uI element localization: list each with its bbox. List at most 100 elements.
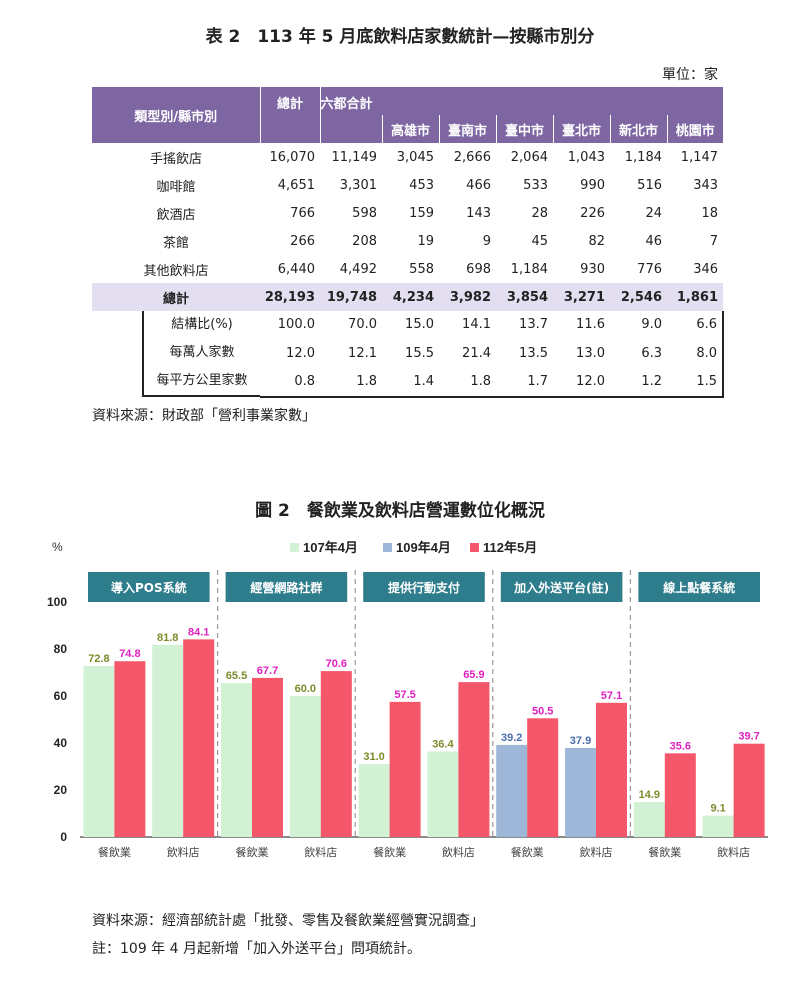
table-cell: 12.0 xyxy=(260,339,320,368)
x-tick-label: 餐飲業 xyxy=(511,845,544,859)
table-cell: 45 xyxy=(531,233,548,249)
corner-header: 類型別/縣市別 xyxy=(92,87,260,143)
bar xyxy=(252,677,283,837)
x-tick-label: 飲料店 xyxy=(717,845,750,859)
y-tick-label: 20 xyxy=(54,783,68,797)
table-cell: 1.8 xyxy=(439,367,496,398)
table-cell: 21.4 xyxy=(439,339,496,368)
table-cell: 466 xyxy=(466,177,491,193)
table-cell: 82 xyxy=(588,233,605,249)
table-cell: 3,854 xyxy=(496,283,553,311)
chart-source-note: 資料來源：經濟部統計處「批發、零售及餐飲業經營實況調查」 xyxy=(92,913,484,929)
y-tick-label: 60 xyxy=(54,689,68,703)
data-label: 14.9 xyxy=(639,789,660,801)
data-label: 70.6 xyxy=(326,658,347,670)
legend-swatch xyxy=(383,543,392,552)
table-cell: 100.0 xyxy=(260,311,320,340)
data-label: 31.0 xyxy=(363,751,384,763)
table-cell: 1.8 xyxy=(320,367,382,398)
row-label: 其他飲料店 xyxy=(143,263,209,279)
table-cell: 7 xyxy=(709,233,719,249)
table-source-note: 資料來源：財政部「營利事業家數」 xyxy=(92,408,316,424)
row-label: 結構比(%) xyxy=(142,311,260,339)
x-tick-label: 餐飲業 xyxy=(236,845,269,859)
x-tick-label: 餐飲業 xyxy=(648,845,681,859)
bar xyxy=(83,665,115,837)
table-cell: 266 xyxy=(290,233,315,249)
bar xyxy=(114,661,146,837)
group-label: 線上點餐系統 xyxy=(663,580,735,595)
x-tick-label: 飲料店 xyxy=(167,845,200,859)
data-label: 72.8 xyxy=(88,653,109,665)
total-header: 總計 xyxy=(259,87,320,143)
table-cell: 11,149 xyxy=(331,149,378,165)
data-label: 65.9 xyxy=(463,669,484,681)
table-cell: 6.6 xyxy=(667,311,725,340)
table-cell: 3,271 xyxy=(553,283,610,311)
legend-label: 109年4月 xyxy=(396,540,451,555)
x-tick-label: 飲料店 xyxy=(304,845,337,859)
bar xyxy=(664,753,696,837)
data-label: 67.7 xyxy=(257,665,278,677)
stat-row: 每平方公里家數 0.8 1.8 1.4 1.8 1.7 12.0 1.2 1.5 xyxy=(92,367,725,398)
table-cell: 2,064 xyxy=(510,149,548,165)
table-cell: 15.0 xyxy=(382,311,439,340)
table-cell: 2,666 xyxy=(453,149,491,165)
table-cell: 13.0 xyxy=(553,339,610,368)
table-cell: 533 xyxy=(523,177,548,193)
row-label: 飲酒店 xyxy=(156,207,196,223)
data-label: 57.1 xyxy=(601,690,622,702)
city-header-row: 高雄市 臺南市 臺中市 臺北市 新北市 桃園市 xyxy=(92,115,724,143)
group-label: 加入外送平台(註) xyxy=(513,580,609,595)
table-cell: 1,184 xyxy=(624,149,662,165)
data-label: 9.1 xyxy=(710,803,725,815)
table-cell: 1,043 xyxy=(567,149,605,165)
table-cell: 6.3 xyxy=(610,339,667,368)
table-row: 咖啡館 4,651 3,301 453 466 533 990 516 343 xyxy=(92,171,723,199)
legend-label: 107年4月 xyxy=(303,540,358,555)
table-cell: 70.0 xyxy=(320,311,382,340)
table-cell: 11.6 xyxy=(553,311,610,340)
row-label: 每萬人家數 xyxy=(142,339,260,367)
table-cell: 28 xyxy=(531,205,548,221)
table-cell: 159 xyxy=(409,205,434,221)
y-tick-label: 80 xyxy=(54,642,68,656)
bar xyxy=(496,744,528,837)
table-cell: 1.2 xyxy=(610,367,667,398)
data-label: 37.9 xyxy=(570,735,591,747)
table-row: 飲酒店 766 598 159 143 28 226 24 18 xyxy=(92,199,723,227)
data-label: 84.1 xyxy=(188,626,209,638)
row-label: 手搖飲店 xyxy=(149,151,202,167)
city-header: 臺南市 xyxy=(438,115,496,143)
table-cell: 19 xyxy=(417,233,434,249)
y-tick-label: 100 xyxy=(47,595,67,609)
table-cell: 208 xyxy=(352,233,377,249)
table-cell: 16,070 xyxy=(269,149,316,165)
row-label: 每平方公里家數 xyxy=(142,367,260,397)
data-label: 36.4 xyxy=(432,738,454,750)
city-header: 臺北市 xyxy=(552,115,610,143)
data-label: 81.8 xyxy=(157,632,178,644)
table-cell: 18 xyxy=(701,205,719,221)
table-cell: 2,546 xyxy=(610,283,667,311)
chart-title: 圖 2 餐飲業及飲料店營運數位化概況 xyxy=(255,501,545,521)
data-label: 39.2 xyxy=(501,732,522,744)
table-cell: 3,982 xyxy=(439,283,496,311)
total-row: 總計 28,193 19,748 4,234 3,982 3,854 3,271 2,546 1… xyxy=(92,283,724,311)
bar xyxy=(289,696,321,837)
bar xyxy=(358,764,390,837)
table-cell: 3,301 xyxy=(339,177,377,193)
stat-row: 每萬人家數 12.0 12.1 15.5 21.4 13.5 13.0 6.3 8.0 xyxy=(92,339,725,368)
city-header: 桃園市 xyxy=(666,115,724,143)
legend-swatch xyxy=(470,543,479,552)
table-cell: 46 xyxy=(645,233,662,249)
table-cell: 343 xyxy=(693,177,719,193)
six-cities-header: 六都合計 xyxy=(319,87,724,115)
table-cell: 24 xyxy=(645,205,662,221)
bar xyxy=(183,639,215,837)
data-label: 35.6 xyxy=(670,740,691,752)
row-label: 總計 xyxy=(92,283,260,311)
city-header: 高雄市 xyxy=(381,115,439,143)
table-cell: 28,193 xyxy=(260,283,320,311)
table-row: 茶館 266 208 19 9 45 82 46 7 xyxy=(92,227,723,255)
